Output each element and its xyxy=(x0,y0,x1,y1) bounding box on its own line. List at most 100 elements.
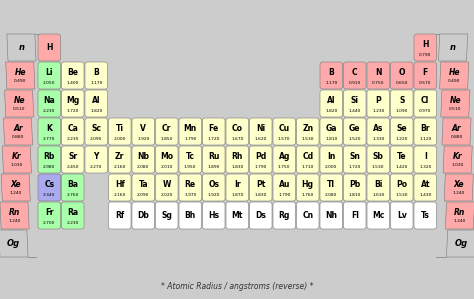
FancyBboxPatch shape xyxy=(367,146,390,173)
Text: Og: Og xyxy=(7,239,20,248)
Text: 2.700: 2.700 xyxy=(43,221,55,225)
FancyBboxPatch shape xyxy=(414,174,437,201)
FancyBboxPatch shape xyxy=(391,202,413,229)
Polygon shape xyxy=(1,174,30,201)
Text: 2.230: 2.230 xyxy=(66,221,79,225)
FancyBboxPatch shape xyxy=(249,146,272,173)
Text: 1.920: 1.920 xyxy=(137,137,149,141)
Text: 2.080: 2.080 xyxy=(325,193,337,197)
Text: Mo: Mo xyxy=(160,152,173,161)
Text: 0.750: 0.750 xyxy=(372,81,384,85)
Text: Lv: Lv xyxy=(397,211,407,220)
FancyBboxPatch shape xyxy=(249,202,272,229)
Text: 0.910: 0.910 xyxy=(348,81,361,85)
FancyBboxPatch shape xyxy=(414,146,437,173)
Text: 0.510: 0.510 xyxy=(13,107,26,112)
Text: Ar: Ar xyxy=(13,124,23,133)
Text: N: N xyxy=(375,68,382,77)
FancyBboxPatch shape xyxy=(38,62,61,89)
FancyBboxPatch shape xyxy=(109,146,131,173)
Text: Nh: Nh xyxy=(325,211,337,220)
FancyBboxPatch shape xyxy=(344,146,366,173)
Text: 0.880: 0.880 xyxy=(450,135,463,139)
FancyBboxPatch shape xyxy=(297,118,319,145)
Text: Li: Li xyxy=(46,68,53,77)
FancyBboxPatch shape xyxy=(62,202,84,229)
Text: 1.520: 1.520 xyxy=(348,137,361,141)
Text: F: F xyxy=(423,68,428,77)
Text: 2.050: 2.050 xyxy=(43,81,55,85)
FancyBboxPatch shape xyxy=(344,118,366,145)
Text: 0.490: 0.490 xyxy=(14,80,27,83)
Text: 1.830: 1.830 xyxy=(231,165,244,169)
Text: Rb: Rb xyxy=(44,152,55,161)
FancyBboxPatch shape xyxy=(62,146,84,173)
Text: 1.920: 1.920 xyxy=(208,193,220,197)
Text: Cs: Cs xyxy=(44,180,55,189)
FancyBboxPatch shape xyxy=(226,174,248,201)
Polygon shape xyxy=(0,202,29,229)
FancyBboxPatch shape xyxy=(85,90,108,117)
Text: Ne: Ne xyxy=(13,96,25,105)
Text: 1.720: 1.720 xyxy=(66,109,79,113)
Text: 1.030: 1.030 xyxy=(451,164,464,167)
Polygon shape xyxy=(442,118,471,145)
Text: 2.160: 2.160 xyxy=(114,165,126,169)
Text: 1.230: 1.230 xyxy=(372,109,384,113)
FancyBboxPatch shape xyxy=(414,62,437,89)
Text: 1.530: 1.530 xyxy=(372,165,384,169)
Text: Be: Be xyxy=(67,68,78,77)
Text: 1.890: 1.890 xyxy=(208,165,220,169)
Text: C: C xyxy=(352,68,357,77)
FancyBboxPatch shape xyxy=(38,118,61,145)
FancyBboxPatch shape xyxy=(155,146,178,173)
FancyBboxPatch shape xyxy=(202,202,225,229)
Text: 0.650: 0.650 xyxy=(395,81,408,85)
Text: Hs: Hs xyxy=(208,211,219,220)
Text: V: V xyxy=(140,124,146,133)
FancyBboxPatch shape xyxy=(155,202,178,229)
Text: Y: Y xyxy=(93,152,99,161)
FancyBboxPatch shape xyxy=(367,202,390,229)
Text: Na: Na xyxy=(44,96,55,105)
FancyBboxPatch shape xyxy=(367,118,390,145)
Text: 1.030: 1.030 xyxy=(11,164,23,167)
Text: Os: Os xyxy=(208,180,219,189)
Text: * Atomic Radius / angstroms (reverse) *: * Atomic Radius / angstroms (reverse) * xyxy=(161,282,313,291)
Text: 1.830: 1.830 xyxy=(255,193,267,197)
Text: Nb: Nb xyxy=(137,152,149,161)
Text: 1.870: 1.870 xyxy=(231,193,244,197)
Text: 1.820: 1.820 xyxy=(325,109,337,113)
Text: Ag: Ag xyxy=(279,152,290,161)
Text: H: H xyxy=(46,43,53,52)
FancyBboxPatch shape xyxy=(38,202,61,229)
FancyBboxPatch shape xyxy=(179,202,201,229)
Text: 1.330: 1.330 xyxy=(372,137,384,141)
FancyBboxPatch shape xyxy=(249,174,272,201)
FancyBboxPatch shape xyxy=(226,146,248,173)
Polygon shape xyxy=(438,34,468,61)
Text: 1.170: 1.170 xyxy=(325,81,337,85)
Polygon shape xyxy=(440,62,469,89)
Text: 1.790: 1.790 xyxy=(278,193,291,197)
Text: Og: Og xyxy=(455,239,468,248)
Text: 1.720: 1.720 xyxy=(208,137,220,141)
Text: 1.760: 1.760 xyxy=(301,193,314,197)
FancyBboxPatch shape xyxy=(85,62,108,89)
Polygon shape xyxy=(0,230,28,257)
Text: 2.020: 2.020 xyxy=(161,193,173,197)
Text: 0.970: 0.970 xyxy=(419,109,431,113)
FancyBboxPatch shape xyxy=(226,118,248,145)
FancyBboxPatch shape xyxy=(273,146,295,173)
Text: K: K xyxy=(46,124,52,133)
Text: Cl: Cl xyxy=(421,96,429,105)
Text: Sb: Sb xyxy=(373,152,383,161)
Text: 2.010: 2.010 xyxy=(161,165,173,169)
Text: S: S xyxy=(399,96,404,105)
Polygon shape xyxy=(444,174,474,201)
Text: 1.430: 1.430 xyxy=(419,193,431,197)
Text: Xe: Xe xyxy=(454,180,464,189)
Text: Sn: Sn xyxy=(349,152,360,161)
Text: 2.160: 2.160 xyxy=(114,193,126,197)
FancyBboxPatch shape xyxy=(62,90,84,117)
